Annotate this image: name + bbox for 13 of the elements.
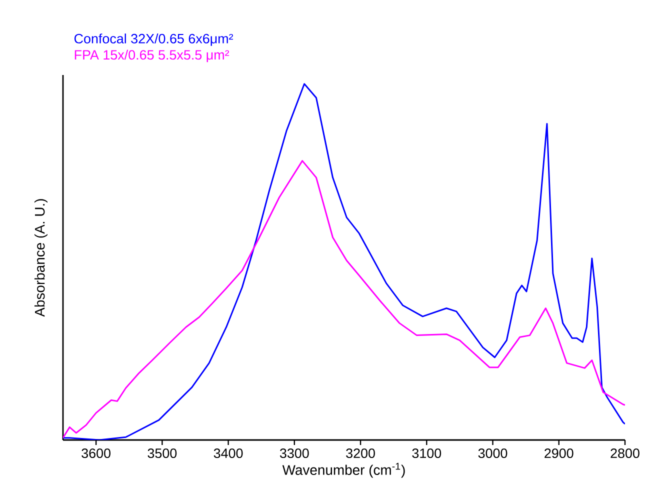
- y-axis-title: Absorbance (A. U.): [34, 199, 48, 317]
- x-tick-label: 3600: [82, 448, 110, 458]
- x-tick-label: 2900: [544, 448, 574, 458]
- x-tick-label: 3400: [214, 448, 243, 458]
- x-tick-label: 3500: [148, 448, 177, 458]
- text: Confocal 32X/0.65 6x6μm²: [74, 34, 234, 46]
- x-tick-label: 3300: [280, 448, 309, 458]
- x-tick-label: 3200: [346, 448, 375, 458]
- x-tick-label: 3100: [412, 448, 442, 458]
- x-tick-label: 3000: [478, 448, 508, 458]
- text: FPA 15x/0.65 5.5x5.5 μm²: [74, 50, 230, 62]
- x-tick-label: 2800: [610, 448, 640, 458]
- x-axis-title: Wavenumber (cm$^{-1}$): [282, 462, 405, 478]
